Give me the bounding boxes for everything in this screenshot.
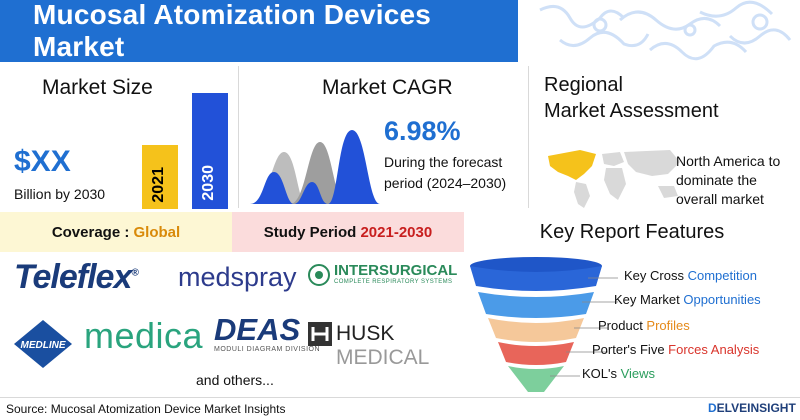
- feature-accent: Views: [620, 366, 656, 381]
- intersurgical-sub: COMPLETE RESPIRATORY SYSTEMS: [334, 279, 453, 285]
- husk-text: HUSK: [336, 322, 395, 345]
- market-size-value: $XX: [14, 145, 71, 178]
- feature-accent: Opportunities: [683, 292, 761, 307]
- feature-plain: Porter's Five: [592, 342, 669, 357]
- divider: [238, 66, 239, 208]
- regional-title: Regional Market Assessment: [544, 72, 719, 124]
- husk-medical-text: MEDICAL: [336, 346, 430, 369]
- bar-2030: 2030: [192, 93, 228, 209]
- coverage-value: Global: [133, 223, 181, 241]
- bar-2021: 2021: [142, 145, 178, 209]
- market-cagr-value: 6.98%: [384, 116, 461, 146]
- market-size-subtitle: Billion by 2030: [14, 186, 106, 202]
- intersurgical-icon: [308, 264, 330, 286]
- bar-2021-label: 2021: [150, 167, 167, 203]
- title-bar: Mucosal Atomization Devices Market: [0, 0, 518, 62]
- feature-item: Porter's Five Forces Analysis: [592, 342, 759, 357]
- delveinsight-logo: DELVEINSIGHT: [708, 401, 796, 415]
- key-report-title: Key Report Features: [539, 220, 725, 243]
- world-map-graphic: [548, 150, 680, 208]
- medline-text: MEDLINE: [21, 340, 66, 351]
- feature-plain: Product: [598, 318, 647, 333]
- coverage-box: Coverage : Global: [0, 212, 232, 252]
- regional-title-line2: Market Assessment: [544, 100, 719, 122]
- feature-accent: Forces Analysis: [668, 342, 760, 357]
- intersurgical-logo: INTERSURGICAL COMPLETE RESPIRATORY SYSTE…: [308, 262, 457, 288]
- market-cagr-subtitle: During the forecast period (2024–2030): [384, 154, 507, 191]
- key-features-funnel: Key Cross Competition Key Market Opportu…: [464, 252, 800, 397]
- header: Mucosal Atomization Devices Market: [0, 0, 800, 62]
- summary-row: Market Size $XX Billion by 2030 2021 203…: [0, 62, 800, 212]
- feature-plain: Key Market: [614, 292, 684, 307]
- study-period-label: Study Period: [263, 223, 357, 241]
- husk-medical-logo: HUSK MEDICAL: [336, 322, 464, 370]
- and-others-text: and others...: [196, 372, 274, 388]
- feature-plain: Key Cross: [624, 268, 688, 283]
- feature-accent: Competition: [687, 268, 757, 283]
- regional-title-line1: Regional: [544, 74, 623, 96]
- market-cagr-title: Market CAGR: [322, 76, 453, 99]
- wave-chart-graphic: [250, 130, 380, 204]
- footer: Source: Mucosal Atomization Device Marke…: [0, 397, 800, 420]
- market-size-title: Market Size: [42, 76, 153, 99]
- teleflex-logo: Teleflex®: [14, 258, 139, 296]
- deas-sub: MODULI DIAGRAM DIVISION: [214, 346, 321, 353]
- brand-rest: ELVEINSIGHT: [716, 401, 796, 415]
- study-period-value: 2021-2030: [360, 223, 433, 241]
- feature-item: Product Profiles: [598, 318, 690, 333]
- husk-icon: [308, 322, 332, 346]
- intersurgical-text: INTERSURGICAL: [334, 262, 458, 279]
- feature-item: Key Market Opportunities: [614, 292, 761, 307]
- study-period-box: Study Period 2021-2030: [232, 212, 464, 252]
- company-logos: Teleflex® medspray INTERSURGICAL COMPLET…: [0, 252, 464, 397]
- brand-d: D: [708, 401, 717, 415]
- bar-2030-label: 2030: [200, 165, 217, 201]
- medica-logo: medica: [84, 315, 204, 356]
- medspray-logo: medspray: [178, 262, 297, 292]
- source-text: Source: Mucosal Atomization Device Marke…: [6, 402, 286, 416]
- regional-note: North America to dominate the overall ma…: [676, 153, 781, 207]
- page-title: Mucosal Atomization Devices Market: [33, 0, 432, 62]
- decorative-pattern: [539, 0, 792, 61]
- divider: [528, 66, 529, 208]
- feature-plain: KOL's: [582, 366, 621, 381]
- feature-item: KOL's Views: [582, 366, 655, 381]
- funnel-graphic: [470, 257, 618, 392]
- coverage-label: Coverage :: [51, 223, 130, 241]
- teleflex-text: Teleflex: [14, 258, 132, 296]
- feature-accent: Profiles: [646, 318, 690, 333]
- feature-item: Key Cross Competition: [624, 268, 757, 283]
- medline-logo: MEDLINE: [14, 320, 72, 368]
- deas-logo: DEAS: [214, 312, 301, 347]
- info-strip: Coverage : Global Study Period 2021-2030…: [0, 212, 800, 252]
